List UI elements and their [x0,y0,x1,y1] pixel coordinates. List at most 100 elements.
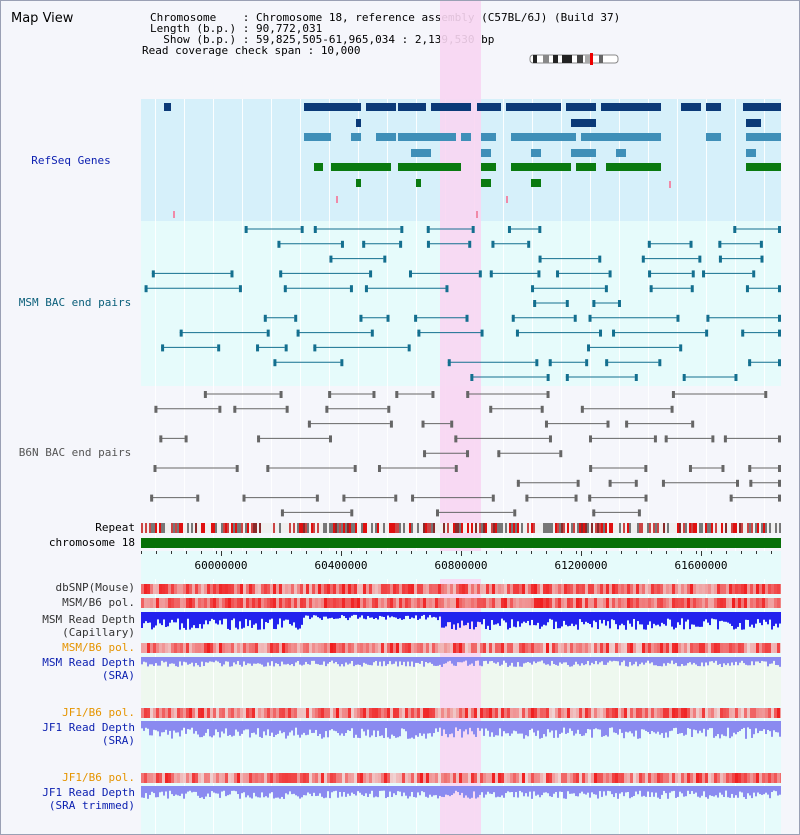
jf1-depth-trimmed-bar [557,786,559,798]
jf1-depth-sra-label-1[interactable]: JF1 Read Depth [42,721,135,734]
b6n-bac-label[interactable]: B6N BAC end pairs [18,446,132,459]
msm-pol2-strip [543,643,546,653]
repeat-mark [203,523,205,533]
msm-b6-pol2-label[interactable]: MSM/B6 pol. [62,641,135,654]
jf1-depth-trimmed-bar [167,786,169,799]
jf1-depth-trimmed-bar [339,786,341,792]
msm-pol2-strip [765,643,768,653]
jf1-depth-trimmed-label-1[interactable]: JF1 Read Depth [42,786,135,799]
jf1-pol2-strip [639,773,642,783]
repeat-mark [659,523,661,533]
msm-depth-capillary-bar [717,612,719,630]
msm-depth-sra-label-1[interactable]: MSM Read Depth [42,656,135,669]
msm-pol2-strip [747,643,750,653]
jf1-depth-sra-bar [579,721,581,735]
jf1-depth-sra-bar [701,721,703,733]
msm-pol-strip [186,598,189,608]
jf1-depth-sra-bar [531,721,533,729]
chromosome-label-track[interactable]: chromosome 18 [48,536,135,549]
jf1-depth-sra-bar [609,721,611,728]
repeat-mark [589,523,591,533]
msm-depth-capillary-bar [497,612,499,624]
msm-pol-strip [591,598,594,608]
dbsnp-label[interactable]: dbSNP(Mouse) [55,581,135,594]
dbsnp-strip [219,584,222,594]
repeat-mark [491,523,493,533]
repeat-mark [583,523,585,533]
jf1-depth-trimmed-bar [229,786,231,795]
jf1-depth-trimmed-bar [561,786,563,792]
jf1-depth-trimmed-bar [773,786,775,791]
jf1-depth-sra-bar [199,721,201,738]
coverage-label: Read coverage check span : [142,44,315,57]
msm-pol-strip [708,598,711,608]
repeat-mark [403,523,405,533]
jf1-pol2-strip [528,773,531,783]
grid-line [387,99,388,834]
jf1-pol2-strip [762,773,765,783]
msm-bac-pair-end [349,285,353,293]
chromosome-ideogram[interactable] [529,53,621,65]
msm-depth-capillary-bar [585,612,587,622]
msm-depth-sra-bar [431,657,433,664]
jf1-pol-strip [726,708,729,718]
msm-depth-capillary-bar [323,612,325,617]
b6n-bac-pair-end [589,465,593,472]
jf1-depth-sra-bar [577,721,579,730]
msm-b6-pol-label[interactable]: MSM/B6 pol. [62,596,135,609]
jf1-depth-sra-bar [183,721,185,728]
jf1-b6-pol-label[interactable]: JF1/B6 pol. [62,706,135,719]
msm-pol2-strip [486,643,489,653]
jf1-depth-sra-bar [323,721,325,738]
dbsnp-strip [249,584,252,594]
jf1-depth-sra-bar [147,721,149,729]
dbsnp-strip [378,584,381,594]
repeat-mark [741,523,743,533]
jf1-b6-pol2-label[interactable]: JF1/B6 pol. [62,771,135,784]
msm-depth-sra-bar [317,657,319,665]
msm-depth-capillary-bar [527,612,529,621]
jf1-depth-sra-bar [481,721,483,729]
jf1-depth-sra-bar [403,721,405,730]
msm-depth-sra-bar [559,657,561,663]
msm-pol2-strip [147,643,150,653]
msm-bac-pair-end [491,240,495,248]
jf1-pol2-strip [261,773,264,783]
msm-pol2-strip [735,643,738,653]
repeat-mark [535,523,537,533]
repeat-mark [141,523,143,533]
msm-depth-capillary-label-1[interactable]: MSM Read Depth [42,613,135,626]
axis-minor-tick [756,551,757,554]
msm-depth-sra-bar [437,657,439,666]
jf1-pol2-strip [390,773,393,783]
msm-pol2-strip [210,643,213,653]
jf1-depth-sra-bar [487,721,489,731]
jf1-depth-sra-bar [461,721,463,738]
gene-feature [481,163,496,171]
msm-pol2-strip [444,643,447,653]
jf1-pol-strip [609,708,612,718]
track-canvas[interactable] [141,1,781,835]
jf1-depth-sra-bar [223,721,225,734]
msm-depth-sra-bar [489,657,491,662]
jf1-depth-sra-bar [157,721,159,732]
jf1-depth-sra-bar [365,721,367,736]
jf1-depth-trimmed-bar [653,786,655,797]
repeat-mark [347,523,349,533]
msm-pol2-strip [390,643,393,653]
axis-tick-label: 61200000 [554,559,608,572]
msm-depth-capillary-bar [695,612,697,627]
msm-depth-sra-bar [779,657,781,667]
msm-bac-pair-end [527,240,531,248]
msm-depth-capillary-bar [567,612,569,627]
msm-depth-capillary-bar [309,612,311,620]
refseq-label[interactable]: RefSeq Genes [31,154,111,167]
msm-pol-strip [654,598,657,608]
msm-bac-pair-end [698,255,702,263]
repeat-label[interactable]: Repeat [95,521,135,534]
dbsnp-strip [714,584,717,594]
jf1-pol-strip [660,708,663,718]
msm-depth-sra-bar [523,657,525,664]
msm-bac-label[interactable]: MSM BAC end pairs [18,296,132,309]
jf1-depth-trimmed-bar [189,786,191,791]
